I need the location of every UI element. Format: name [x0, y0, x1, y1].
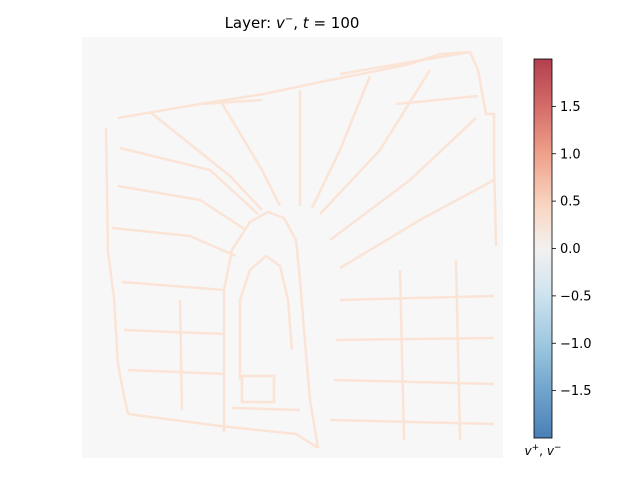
colorbar-tick-label: −1.5 [560, 384, 592, 399]
colorbar-tick-label: 1.0 [560, 147, 581, 162]
edge-band-3 [395, 94, 479, 106]
edge-ray-5 [218, 99, 282, 207]
edge-ray-1 [119, 146, 259, 215]
edge-left-wall [104, 127, 130, 415]
edge-ray-8 [319, 69, 432, 215]
edge-right-1 [339, 294, 495, 302]
edge-ray-2 [117, 184, 247, 232]
chart-title: Layer: v−, t = 100 [225, 14, 360, 32]
edge-right-2 [335, 336, 495, 342]
colorbar-tick-label: 0.5 [560, 195, 581, 210]
edge-box [240, 374, 276, 404]
colorbar-label: v+, v− [525, 443, 562, 458]
edge-right-4 [398, 269, 406, 441]
colorbar-tick-label: 0.0 [560, 242, 581, 257]
edge-band-2 [339, 50, 471, 76]
edge-bottom [127, 412, 319, 450]
edge-right-3 [333, 378, 495, 386]
edge-band-1 [199, 98, 263, 106]
edge-room-3 [127, 368, 225, 376]
edge-room-2 [123, 328, 225, 336]
heatmap-background [82, 37, 503, 458]
colorbar-tick-label: 1.5 [560, 100, 581, 115]
edge-ray-3 [111, 226, 237, 258]
edge-right-6 [329, 418, 495, 426]
edge-arch-inner [238, 254, 294, 380]
edge-room-1 [121, 280, 225, 292]
heatmap [82, 37, 503, 458]
edge-outline [117, 50, 498, 247]
edge-right-5 [454, 259, 462, 441]
colorbar-gradient [533, 58, 553, 439]
colorbar-tick-label: −0.5 [560, 289, 592, 304]
colorbar-tick-label: −1.0 [560, 337, 592, 352]
edge-ray-10 [339, 178, 495, 270]
edge-ray-7 [310, 75, 372, 209]
heatmap-edges [104, 50, 498, 450]
colorbar: 1.5 1.0 0.5 0.0 −0.5 −1.0 −1.5 v+, v− [525, 58, 592, 458]
edge-arch [222, 210, 320, 449]
edge-ray-9 [329, 117, 477, 241]
colorbar-ticks: 1.5 1.0 0.5 0.0 −0.5 −1.0 −1.5 [552, 100, 592, 399]
edge-box-floor [231, 406, 301, 412]
edge-room-4 [178, 299, 184, 411]
edge-ray-4 [149, 111, 263, 211]
